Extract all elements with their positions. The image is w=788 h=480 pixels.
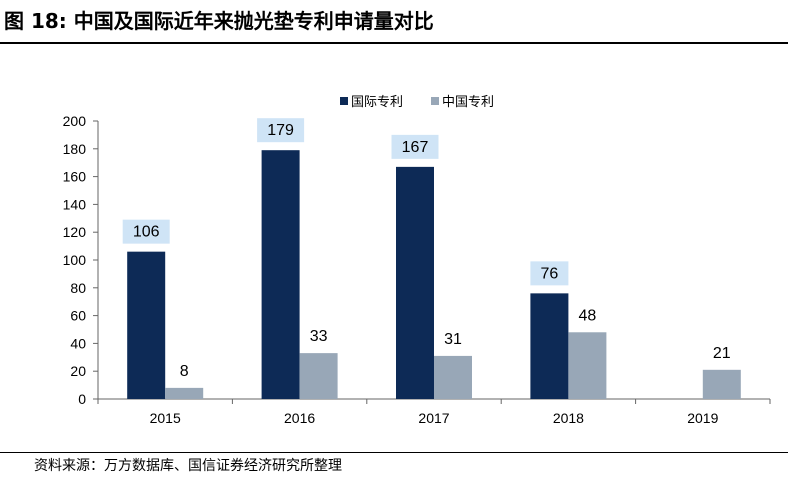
legend-swatch-china: [431, 97, 439, 105]
x-tick-label: 2015: [150, 410, 181, 426]
footer-divider: [0, 452, 788, 453]
y-tick-label: 100: [63, 252, 87, 268]
y-tick-label: 120: [63, 224, 87, 240]
figure-title: 图 18: 中国及国际近年来抛光垫专利申请量对比: [4, 9, 434, 33]
data-label-international-2018: 76: [541, 265, 559, 282]
data-label-international-2017: 167: [402, 139, 429, 156]
data-label-china-2015: 8: [180, 363, 189, 380]
data-label-box: [530, 261, 569, 286]
y-tick-label: 80: [70, 280, 86, 296]
data-label-china-2017: 31: [444, 331, 462, 348]
bar-china-2015: [165, 387, 204, 399]
y-tick-label: 180: [63, 141, 87, 157]
bar-international-2015: [127, 251, 166, 399]
chart-bars: [127, 150, 741, 399]
data-label-box: [391, 134, 439, 159]
y-tick-label: 160: [63, 169, 87, 185]
data-label-international-2016: 179: [267, 122, 294, 139]
y-tick-label: 60: [70, 308, 86, 324]
y-tick-label: 200: [63, 113, 87, 129]
data-label-box: [257, 118, 305, 143]
bar-china-2018: [568, 332, 607, 399]
data-label-china-2016: 33: [310, 328, 328, 345]
chart-data-labels: 106 8 179 33 167 31 76 48 21: [122, 118, 731, 380]
bar-international-2017: [396, 166, 434, 399]
bar-china-2019: [702, 369, 741, 399]
y-tick-label: 20: [70, 363, 86, 379]
x-tick-label: 2019: [687, 410, 718, 426]
chart-legend: 国际专利 中国专利: [340, 94, 494, 109]
data-label-china-2018: 48: [579, 307, 597, 324]
bar-china-2017: [434, 355, 472, 399]
y-tick-label: 0: [78, 391, 86, 407]
data-label-international-2015: 106: [133, 224, 160, 241]
legend-label-china: 中国专利: [442, 94, 494, 109]
legend-swatch-international: [340, 97, 348, 105]
legend-label-international: 国际专利: [351, 94, 403, 109]
x-tick-label: 2017: [418, 410, 449, 426]
y-tick-label: 40: [70, 335, 86, 351]
x-tick-label: 2018: [553, 410, 584, 426]
data-label-china-2019: 21: [713, 345, 731, 362]
chart-axes: 0 20 40 60 80 100 120 140 160 180 200 2015 2016 2017 2…: [63, 113, 771, 426]
data-label-box: [122, 219, 170, 244]
title-divider: [0, 42, 788, 44]
patent-bar-chart: 国际专利 中国专利 0 20 40 60 80 100 120 140 160 180 200 2015…: [63, 94, 771, 426]
bar-international-2016: [261, 150, 300, 399]
x-tick-label: 2016: [284, 410, 315, 426]
bar-international-2018: [530, 293, 569, 399]
y-tick-label: 140: [63, 196, 87, 212]
source-note: 资料来源：万方数据库、国信证券经济研究所整理: [34, 458, 342, 474]
bar-china-2016: [299, 353, 338, 399]
